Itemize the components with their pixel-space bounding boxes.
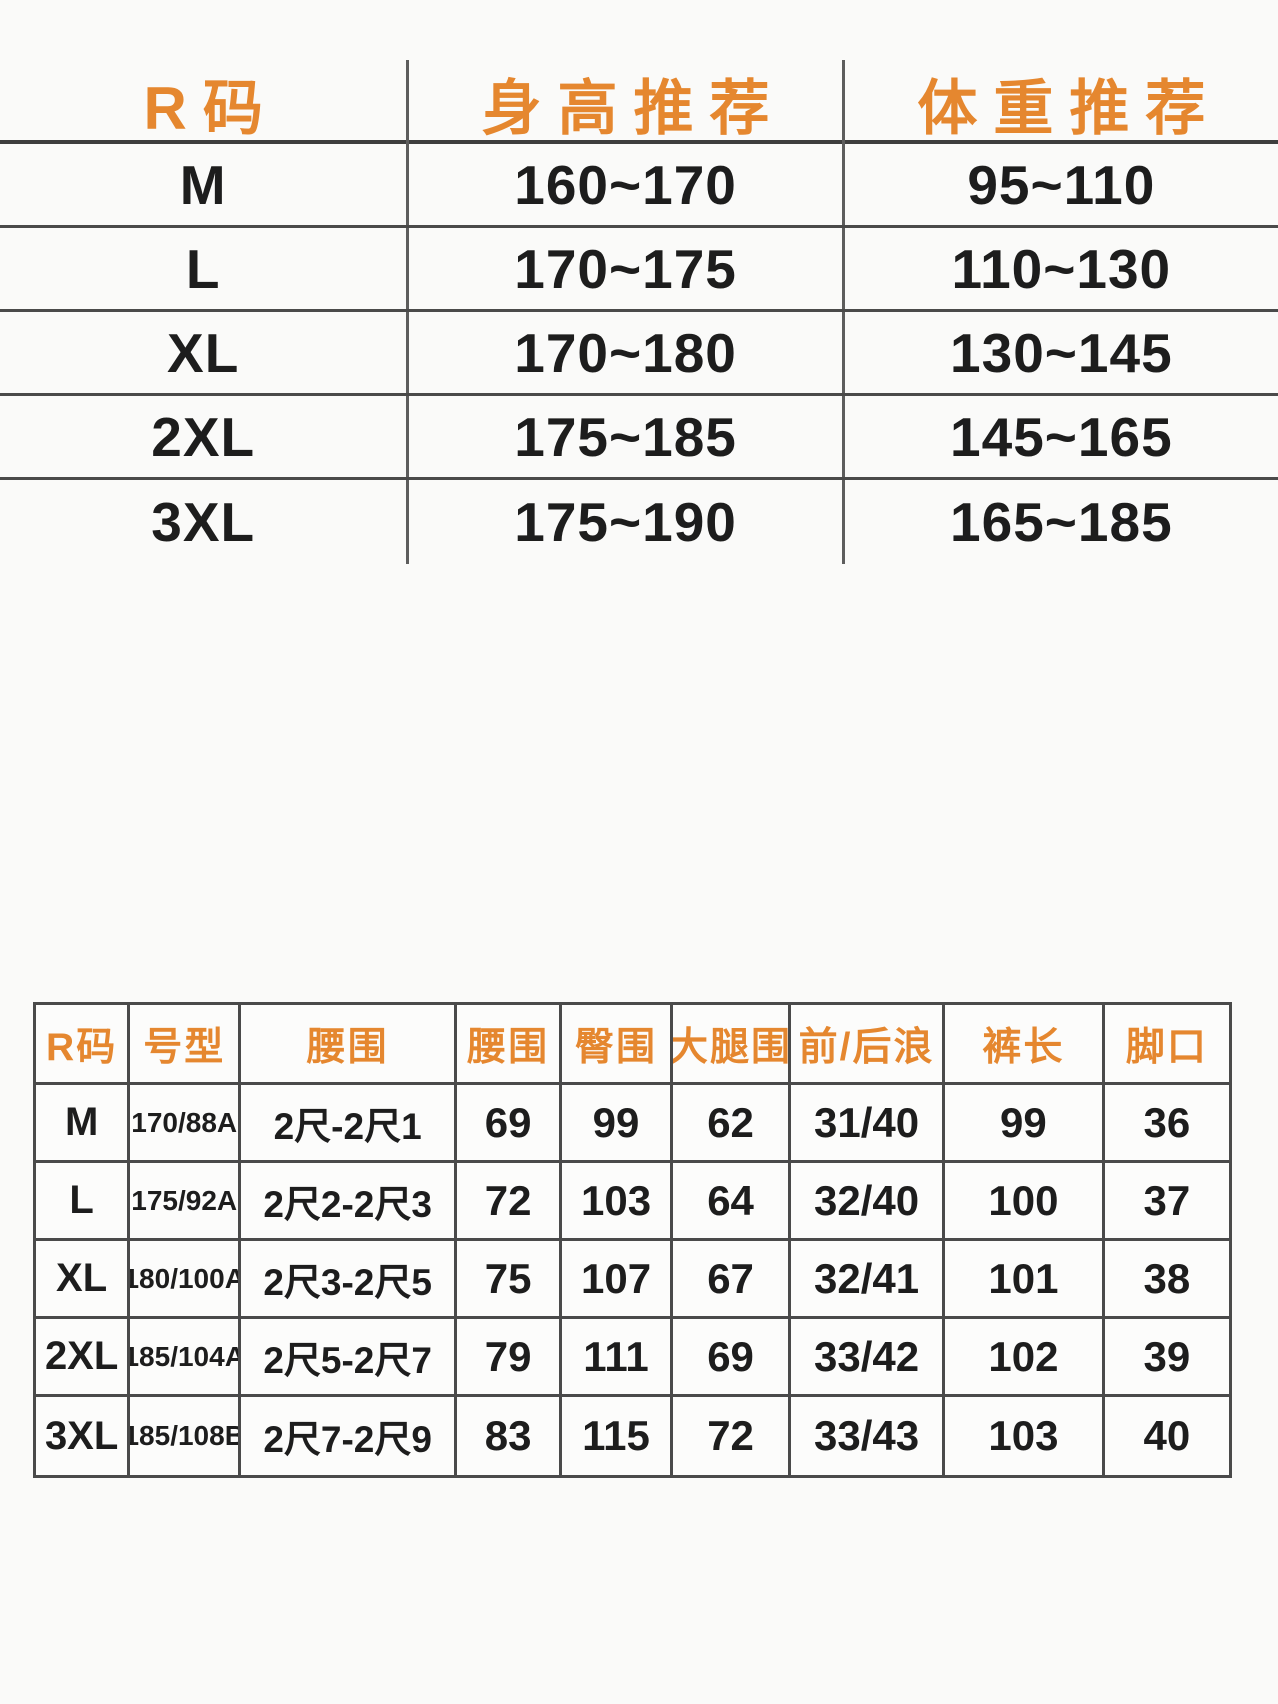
- table-cell: 101: [945, 1241, 1105, 1316]
- measurement-table: R码 号型 腰围 腰围 臀围 大腿围 前/后浪 裤长 脚口 M 170/88A 2尺-2尺1 69 99 6…: [33, 1002, 1232, 1478]
- table-cell: 75: [457, 1241, 563, 1316]
- table-cell: 175~190: [406, 480, 845, 564]
- table-cell: 185/104A: [130, 1319, 242, 1394]
- table-cell: 175/92A: [130, 1163, 242, 1238]
- header-row: R码 身高推荐 体重推荐: [0, 60, 1278, 147]
- table-cell: 33/42: [791, 1319, 945, 1394]
- table-cell: 185/108B: [130, 1397, 242, 1475]
- table-cell: 3XL: [151, 491, 256, 553]
- table-cell: 40: [1143, 1412, 1191, 1459]
- table-cell: 2尺3-2尺5: [241, 1241, 458, 1316]
- table-cell: 38: [1143, 1254, 1191, 1302]
- table-cell: L: [36, 1163, 131, 1238]
- table-row: M 170/88A 2尺-2尺1 69 99 62 31/40 99 36: [36, 1085, 1229, 1163]
- table-cell: 39: [1143, 1332, 1191, 1380]
- table-cell: 110~130: [951, 237, 1172, 300]
- table-cell: 170~180: [406, 312, 845, 393]
- table-cell: 170/88A: [130, 1085, 242, 1160]
- table-cell: 62: [673, 1085, 792, 1160]
- table-cell: 170~175: [406, 228, 845, 309]
- table-row: 2XL 175~185 145~165: [0, 396, 1278, 480]
- table-cell: M: [179, 153, 227, 216]
- table-cell: M: [36, 1085, 131, 1160]
- column-header: 脚口: [1125, 1025, 1208, 1069]
- column-header: 腰围: [457, 1005, 563, 1082]
- column-header: R码: [143, 75, 279, 142]
- table-cell: 2尺7-2尺9: [241, 1397, 458, 1475]
- table-row: XL 170~180 130~145: [0, 312, 1278, 396]
- table-cell: 2尺-2尺1: [241, 1085, 458, 1160]
- column-header: 体重推荐: [917, 75, 1222, 142]
- table-cell: 32/40: [791, 1163, 945, 1238]
- table-row: 3XL 185/108B 2尺7-2尺9 83 115 72 33/43 103 40: [36, 1397, 1229, 1475]
- table-cell: 72: [673, 1397, 792, 1475]
- table-row: L 175/92A 2尺2-2尺3 72 103 64 32/40 100 37: [36, 1163, 1229, 1241]
- table-cell: 67: [673, 1241, 792, 1316]
- table-cell: 31/40: [791, 1085, 945, 1160]
- table-cell: 99: [562, 1085, 673, 1160]
- table-cell: 83: [457, 1397, 563, 1475]
- table-cell: 102: [945, 1319, 1105, 1394]
- table-cell: XL: [167, 321, 240, 384]
- table-cell: 145~165: [950, 405, 1173, 468]
- table-cell: 130~145: [950, 321, 1173, 384]
- table-cell: L: [185, 237, 221, 300]
- table-cell: 95~110: [967, 153, 1156, 216]
- table-cell: 69: [457, 1085, 563, 1160]
- table-cell: 2尺2-2尺3: [241, 1163, 458, 1238]
- table-cell: 175~185: [406, 396, 845, 477]
- table-cell: 99: [945, 1085, 1105, 1160]
- column-header: 裤长: [945, 1005, 1105, 1082]
- column-header: R码: [36, 1005, 131, 1082]
- table-cell: 111: [562, 1319, 673, 1394]
- header-row: R码 号型 腰围 腰围 臀围 大腿围 前/后浪 裤长 脚口: [36, 1005, 1229, 1085]
- table-cell: 2XL: [36, 1319, 131, 1394]
- table-cell: 69: [673, 1319, 792, 1394]
- table-cell: 160~170: [406, 144, 845, 225]
- table-cell: 107: [562, 1241, 673, 1316]
- column-header: 臀围: [562, 1005, 673, 1082]
- table-cell: 3XL: [36, 1397, 131, 1475]
- table-row: 3XL 175~190 165~185: [0, 480, 1278, 564]
- table-cell: 33/43: [791, 1397, 945, 1475]
- column-header: 大腿围: [673, 1005, 792, 1082]
- table-cell: 64: [673, 1163, 792, 1238]
- table-row: XL 180/100A 2尺3-2尺5 75 107 67 32/41 101 38: [36, 1241, 1229, 1319]
- table-cell: 37: [1143, 1176, 1191, 1224]
- table-cell: 165~185: [950, 491, 1173, 553]
- table-row: L 170~175 110~130: [0, 228, 1278, 312]
- table-cell: 2尺5-2尺7: [241, 1319, 458, 1394]
- table-row: 2XL 185/104A 2尺5-2尺7 79 111 69 33/42 102 39: [36, 1319, 1229, 1397]
- table-row: M 160~170 95~110: [0, 144, 1278, 228]
- table-cell: 180/100A: [130, 1241, 242, 1316]
- table-cell: 2XL: [151, 405, 256, 468]
- table-cell: 72: [457, 1163, 563, 1238]
- column-header: 身高推荐: [406, 60, 845, 147]
- table-cell: XL: [36, 1241, 131, 1316]
- table-cell: 103: [945, 1397, 1105, 1475]
- column-header: 腰围: [241, 1005, 458, 1082]
- column-header: 前/后浪: [791, 1005, 945, 1082]
- table-cell: 100: [945, 1163, 1105, 1238]
- table-cell: 36: [1143, 1098, 1191, 1146]
- column-header: 号型: [130, 1005, 242, 1082]
- table-cell: 79: [457, 1319, 563, 1394]
- table-cell: 32/41: [791, 1241, 945, 1316]
- table-cell: 115: [562, 1397, 673, 1475]
- table-cell: 103: [562, 1163, 673, 1238]
- size-recommendation-table: R码 身高推荐 体重推荐 M 160~170 95~110 L 170~175 110~130 X…: [0, 60, 1278, 564]
